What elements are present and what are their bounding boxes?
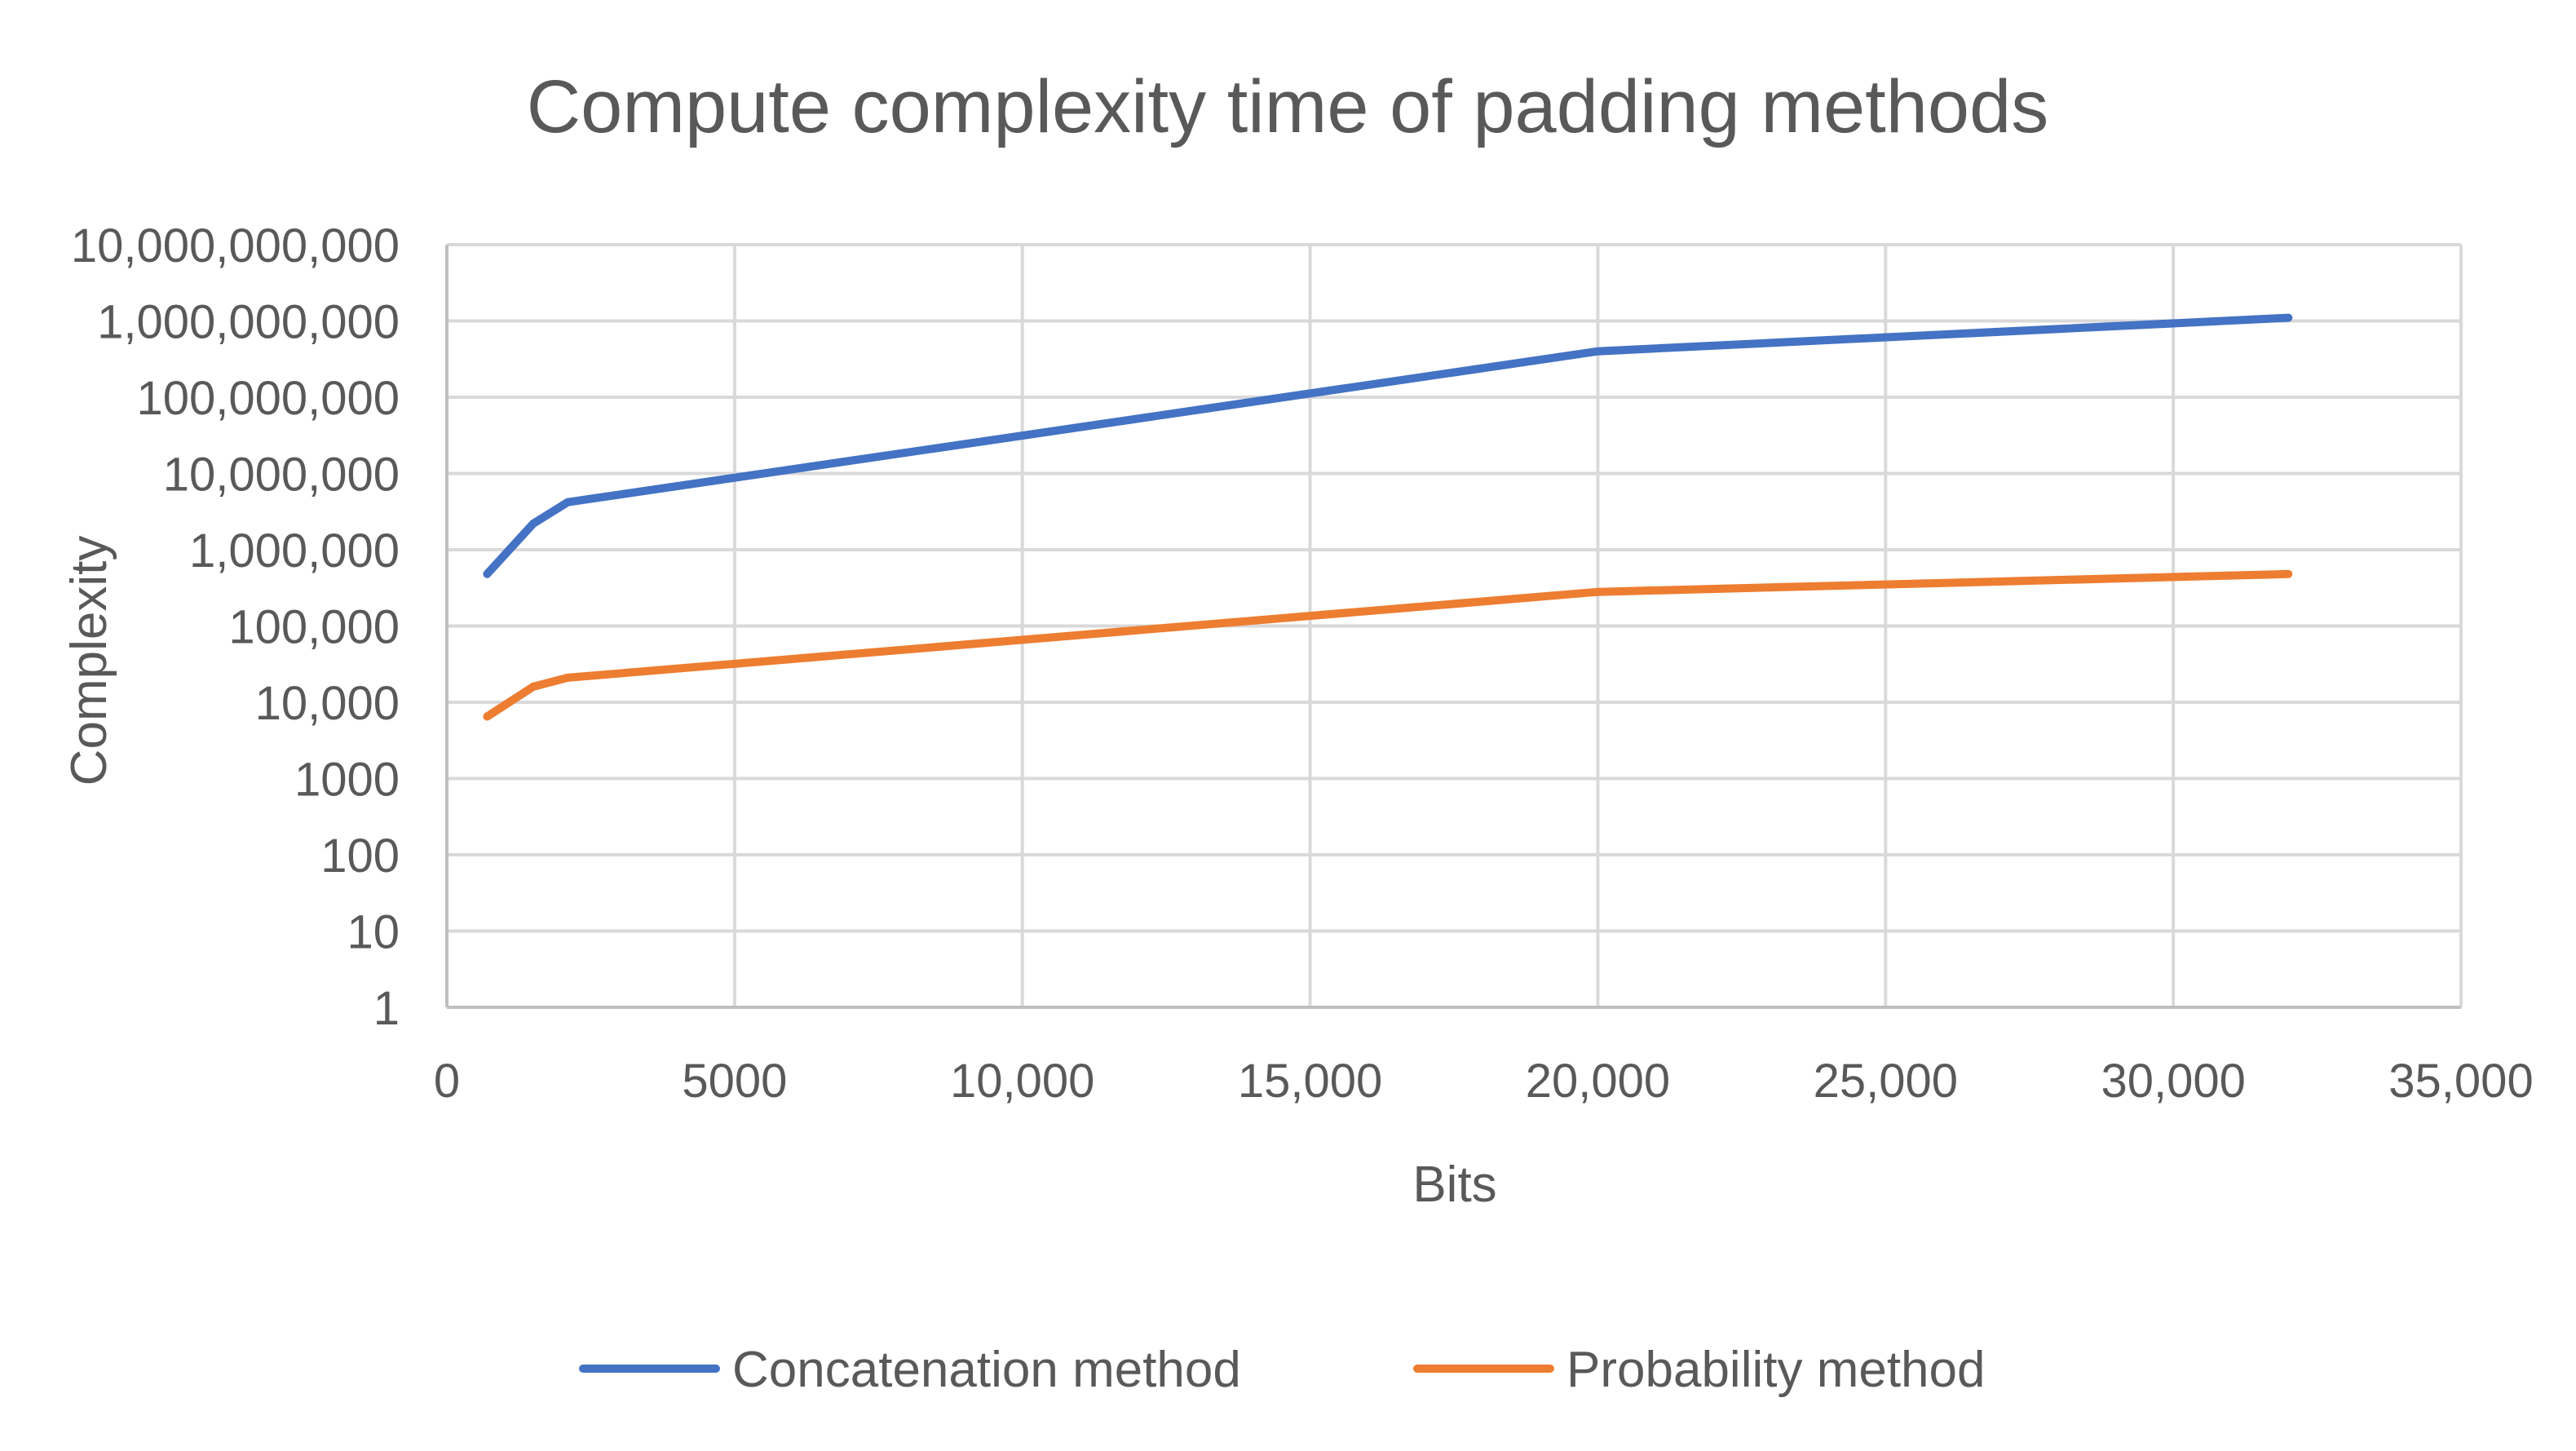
chart-title: Compute complexity time of padding metho… <box>527 65 2049 148</box>
x-tick-label: 35,000 <box>2388 1055 2533 1108</box>
x-tick-label: 20,000 <box>1526 1055 1670 1108</box>
y-tick-label: 100,000 <box>228 601 400 654</box>
x-tick-label: 5000 <box>682 1055 787 1108</box>
x-axis-title: Bits <box>1412 1157 1496 1213</box>
series-line-0 <box>483 313 2293 578</box>
x-tick-label: 10,000 <box>950 1055 1094 1108</box>
y-tick-label: 10 <box>347 906 400 959</box>
y-tick-label: 10,000,000 <box>163 449 400 502</box>
legend: Concatenation method Probability method <box>579 1342 1986 1398</box>
y-tick-label: 10,000 <box>255 677 400 730</box>
y-axis-title: Complexity <box>61 536 117 786</box>
y-tick-label: 1000 <box>294 754 400 807</box>
legend-label-0: Concatenation method <box>732 1342 1241 1398</box>
y-tick-label: 100 <box>320 829 400 883</box>
grid <box>447 243 2463 1007</box>
y-tick-label: 1,000,000,000 <box>97 296 400 349</box>
y-tick-label: 1 <box>373 982 400 1035</box>
series-line-1 <box>483 569 2293 721</box>
tick-labels: 1 10 100 1000 10,000 100,000 1,000,000 10,000,0… <box>71 219 2534 1108</box>
y-tick-label: 100,000,000 <box>136 372 400 425</box>
x-tick-label: 15,000 <box>1238 1055 1382 1108</box>
x-tick-label: 25,000 <box>1814 1055 1958 1108</box>
series-lines <box>483 313 2293 721</box>
y-tick-label: 10,000,000,000 <box>71 219 400 272</box>
axes <box>445 245 2461 1009</box>
y-tick-label: 1,000,000 <box>189 524 400 577</box>
x-tick-label: 0 <box>434 1055 460 1108</box>
legend-label-1: Probability method <box>1566 1342 1986 1398</box>
x-tick-label: 30,000 <box>2101 1055 2245 1108</box>
